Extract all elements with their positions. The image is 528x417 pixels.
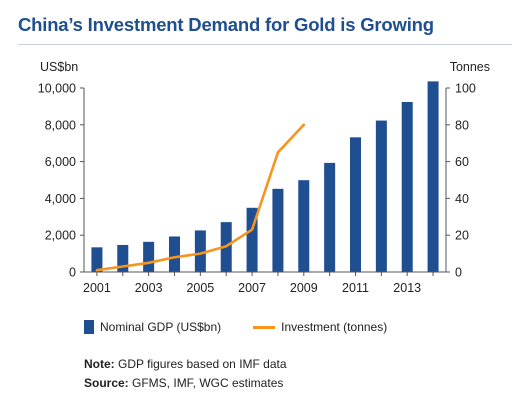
gdp-bar-2001	[91, 247, 103, 272]
y-left-tick-label: 10,000	[38, 82, 76, 96]
legend-label-investment: Investment (tonnes)	[281, 320, 388, 334]
chart-title: China’s Investment Demand for Gold is Gr…	[18, 14, 434, 35]
source-text: GFMS, IMF, WGC estimates	[128, 376, 284, 390]
x-tick-label: 2005	[186, 281, 214, 295]
y-left-tick-label: 6,000	[45, 155, 76, 169]
x-tick-label: 2007	[238, 281, 266, 295]
gdp-bar-2007	[246, 207, 258, 272]
chart-legend: Nominal GDP (US$bn) Investment (tonnes)	[84, 320, 387, 334]
y-right-tick-label: 20	[455, 229, 469, 243]
gdp-bar-2010	[324, 162, 336, 272]
gdp-bar-2014	[427, 81, 439, 272]
axes: 0 2,000 4,000 6,000 8,000 10,000 0 20 40 60 80 100 U…	[38, 60, 490, 295]
y-left-tick-label: 4,000	[45, 192, 76, 206]
gdp-bar-2003	[143, 241, 155, 272]
gdp-bar-2002	[117, 244, 129, 272]
gdp-bar-2008	[272, 188, 284, 272]
gdp-bar-2012	[375, 120, 387, 273]
title-divider	[18, 44, 512, 45]
gdp-bar-2011	[350, 137, 361, 272]
x-tick-label: 2001	[83, 281, 111, 295]
gdp-bar-2013	[401, 101, 413, 272]
investment-line	[95, 123, 306, 272]
y-right-tick-label: 40	[455, 192, 469, 206]
note-line: Note: GDP figures based on IMF data	[84, 357, 287, 371]
y-left-axis-label: US$bn	[40, 60, 78, 74]
gdp-bar-2004	[169, 236, 180, 272]
legend-swatch-investment	[253, 325, 276, 329]
y-right-axis-label: Tonnes	[450, 60, 490, 74]
x-tick-label: 2011	[342, 281, 369, 295]
note-text: GDP figures based on IMF data	[114, 357, 287, 371]
x-tick-label: 2013	[393, 281, 421, 295]
gdp-bar-2009	[298, 180, 310, 272]
investment-line-layer	[95, 123, 306, 272]
note-label: Note:	[84, 357, 115, 371]
x-tick-label: 2009	[290, 281, 318, 295]
y-right-tick-label: 100	[455, 82, 476, 96]
gdp-bars	[91, 81, 439, 273]
y-left-tick-label: 2,000	[45, 229, 76, 243]
legend-label-gdp: Nominal GDP (US$bn)	[100, 320, 222, 334]
y-right-tick-label: 0	[455, 266, 462, 280]
y-right-tick-label: 60	[455, 155, 469, 169]
y-left-tick-label: 0	[69, 266, 76, 280]
x-tick-label: 2003	[135, 281, 163, 295]
source-line: Source: GFMS, IMF, WGC estimates	[84, 376, 283, 390]
y-left-tick-label: 8,000	[45, 118, 76, 132]
y-right-tick-label: 80	[455, 118, 469, 132]
legend-swatch-gdp	[84, 320, 94, 334]
source-label: Source:	[84, 376, 129, 390]
gdp-bar-2005	[194, 230, 206, 272]
